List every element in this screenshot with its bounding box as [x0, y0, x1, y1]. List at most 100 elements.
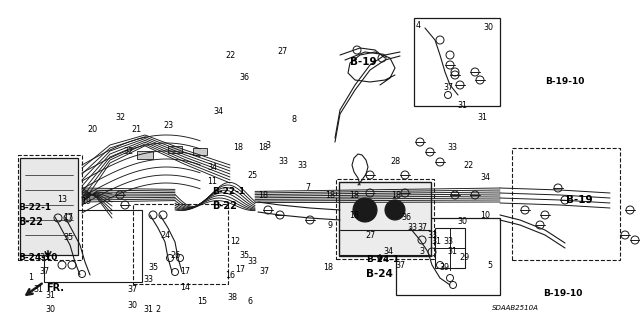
- Text: B-19-10: B-19-10: [545, 78, 584, 86]
- Text: 19: 19: [81, 197, 91, 206]
- Text: 29: 29: [459, 254, 469, 263]
- Text: 1: 1: [29, 273, 33, 283]
- Text: FR.: FR.: [46, 283, 64, 293]
- Bar: [18, 155, 82, 260]
- Text: B-22-1: B-22-1: [212, 188, 245, 197]
- Bar: [512, 148, 620, 260]
- Text: 16: 16: [225, 271, 235, 279]
- Bar: [414, 18, 500, 106]
- Text: 34: 34: [480, 174, 490, 182]
- Text: 17: 17: [180, 268, 190, 277]
- Text: 9: 9: [328, 220, 333, 229]
- Text: 12: 12: [230, 238, 240, 247]
- Bar: [193, 148, 207, 155]
- Text: 37: 37: [259, 268, 269, 277]
- Text: B-22: B-22: [18, 217, 43, 227]
- Bar: [133, 204, 228, 284]
- Text: 37: 37: [395, 261, 405, 270]
- Text: 33: 33: [427, 231, 437, 240]
- Text: 37: 37: [127, 286, 137, 294]
- Text: 33: 33: [278, 158, 288, 167]
- Text: 3: 3: [419, 248, 424, 256]
- Text: 8: 8: [291, 115, 296, 124]
- Text: 6: 6: [248, 298, 253, 307]
- Text: 33: 33: [297, 160, 307, 169]
- Text: 11: 11: [207, 177, 217, 187]
- Text: 31: 31: [447, 248, 457, 256]
- Text: 30: 30: [457, 218, 467, 226]
- Text: 35: 35: [239, 250, 249, 259]
- Text: 39: 39: [439, 263, 449, 272]
- Text: 35: 35: [63, 234, 73, 242]
- Text: 24: 24: [160, 231, 170, 240]
- Text: 5: 5: [488, 261, 493, 270]
- Circle shape: [353, 198, 377, 222]
- Text: 14: 14: [180, 284, 190, 293]
- Text: 31: 31: [33, 286, 43, 294]
- Text: 36: 36: [239, 73, 249, 83]
- Text: 31: 31: [457, 100, 467, 109]
- Text: 30: 30: [127, 300, 137, 309]
- Bar: [435, 228, 465, 268]
- Text: SDAAB2510A: SDAAB2510A: [492, 305, 539, 311]
- Text: 33: 33: [443, 238, 453, 247]
- Text: 2: 2: [156, 306, 161, 315]
- Text: 30: 30: [45, 306, 55, 315]
- Text: 18: 18: [233, 144, 243, 152]
- Text: 32: 32: [123, 147, 133, 157]
- Text: 17: 17: [235, 265, 245, 275]
- Bar: [396, 218, 500, 295]
- Text: 33: 33: [407, 224, 417, 233]
- Text: 25: 25: [247, 170, 257, 180]
- Text: 26: 26: [170, 250, 180, 259]
- Text: 22: 22: [463, 160, 473, 169]
- Bar: [44, 210, 142, 282]
- Text: B-19: B-19: [350, 57, 376, 67]
- Circle shape: [385, 200, 405, 220]
- Text: 18: 18: [349, 211, 359, 219]
- Bar: [137, 151, 153, 159]
- Bar: [336, 179, 434, 259]
- Text: B-22-1: B-22-1: [18, 204, 51, 212]
- Text: 34: 34: [207, 164, 217, 173]
- Text: 32: 32: [115, 114, 125, 122]
- Text: 18: 18: [325, 190, 335, 199]
- Text: 21: 21: [131, 125, 141, 135]
- Text: 7: 7: [305, 183, 310, 192]
- Text: 27: 27: [278, 48, 288, 56]
- Text: 13: 13: [57, 196, 67, 204]
- Text: 22: 22: [225, 51, 235, 61]
- Text: 33: 33: [247, 257, 257, 266]
- Text: 33: 33: [39, 254, 49, 263]
- Text: 10: 10: [480, 211, 490, 219]
- Text: 23: 23: [163, 121, 173, 130]
- Text: 33: 33: [143, 276, 153, 285]
- FancyBboxPatch shape: [339, 182, 431, 256]
- Text: B-24-1: B-24-1: [366, 256, 399, 264]
- Text: 20: 20: [87, 125, 97, 135]
- Bar: [20, 158, 78, 255]
- Text: 33: 33: [447, 144, 457, 152]
- Text: 37: 37: [39, 268, 49, 277]
- Text: B-22: B-22: [212, 201, 237, 211]
- Text: B-24: B-24: [366, 269, 393, 279]
- Text: 27: 27: [365, 231, 375, 240]
- Text: 15: 15: [197, 298, 207, 307]
- Text: 4: 4: [415, 21, 420, 31]
- Text: 18: 18: [258, 144, 268, 152]
- Text: 31: 31: [143, 306, 153, 315]
- Text: 38: 38: [227, 293, 237, 302]
- Text: 18: 18: [349, 190, 359, 199]
- Text: 31: 31: [477, 114, 487, 122]
- Text: 35: 35: [148, 263, 158, 272]
- Text: 17: 17: [63, 213, 73, 222]
- Text: 36: 36: [401, 213, 411, 222]
- Text: B-19-10: B-19-10: [543, 288, 582, 298]
- Text: 3: 3: [266, 140, 271, 150]
- Text: 34: 34: [213, 108, 223, 116]
- Text: 37: 37: [417, 224, 427, 233]
- Text: B-19: B-19: [566, 195, 593, 205]
- Text: 18: 18: [323, 263, 333, 272]
- Text: 31: 31: [431, 238, 441, 247]
- Text: 34: 34: [383, 248, 393, 256]
